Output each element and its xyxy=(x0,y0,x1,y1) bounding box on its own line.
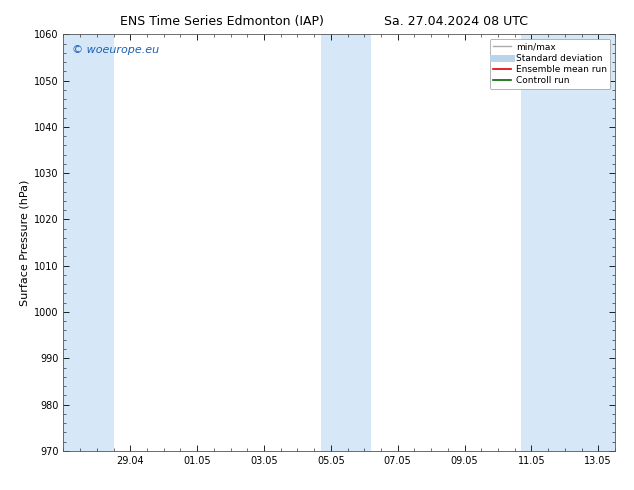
Text: © woeurope.eu: © woeurope.eu xyxy=(72,45,158,55)
Bar xyxy=(63,34,113,451)
Y-axis label: Surface Pressure (hPa): Surface Pressure (hPa) xyxy=(20,179,30,306)
Bar xyxy=(521,34,615,451)
Legend: min/max, Standard deviation, Ensemble mean run, Controll run: min/max, Standard deviation, Ensemble me… xyxy=(489,39,611,89)
Text: Sa. 27.04.2024 08 UTC: Sa. 27.04.2024 08 UTC xyxy=(384,15,529,28)
Bar xyxy=(321,34,371,451)
Text: ENS Time Series Edmonton (IAP): ENS Time Series Edmonton (IAP) xyxy=(120,15,324,28)
